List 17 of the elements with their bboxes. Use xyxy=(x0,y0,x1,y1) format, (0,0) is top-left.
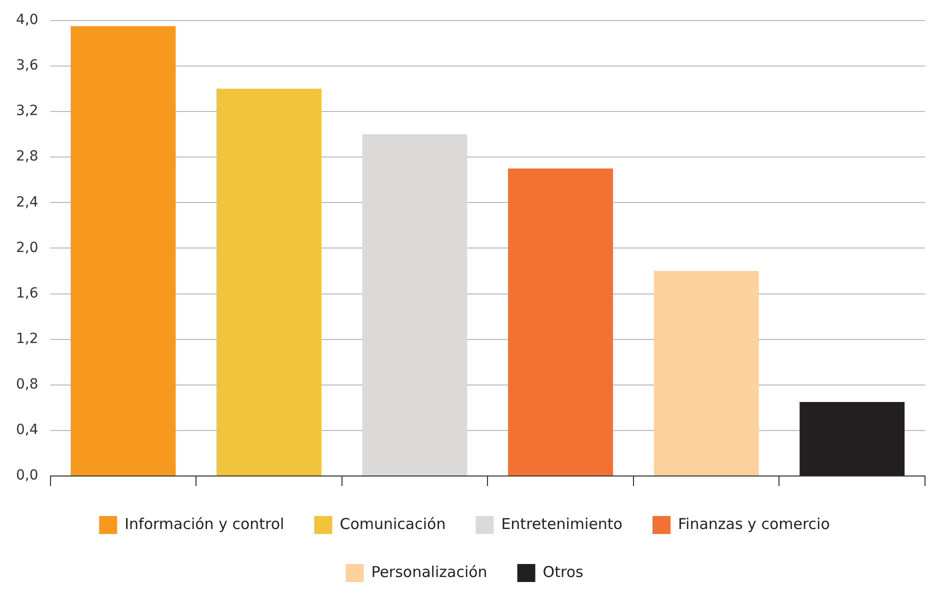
y-tick-label: 0,8 xyxy=(16,376,38,393)
y-tick-label: 1,2 xyxy=(16,330,38,347)
legend-label: Entretenimiento xyxy=(501,514,622,533)
y-tick-label: 3,6 xyxy=(16,58,38,74)
legend-label: Comunicación xyxy=(340,514,446,533)
legend-label: Personalización xyxy=(371,562,488,581)
y-tick-label: 3,2 xyxy=(16,103,38,120)
legend-label: Otros xyxy=(542,562,584,581)
y-tick-label: 2,0 xyxy=(16,240,38,256)
y-tick-label: 0,0 xyxy=(16,468,38,484)
y-tick-label: 1,6 xyxy=(16,285,38,302)
legend-label: Finanzas y comercio xyxy=(678,514,830,533)
y-tick-label: 2,8 xyxy=(16,148,38,165)
legend-label: Información y control xyxy=(124,514,284,533)
y-tick-label: 2,4 xyxy=(16,194,38,210)
y-tick-label: 4,0 xyxy=(16,12,38,28)
y-tick-label: 0,4 xyxy=(16,422,38,438)
